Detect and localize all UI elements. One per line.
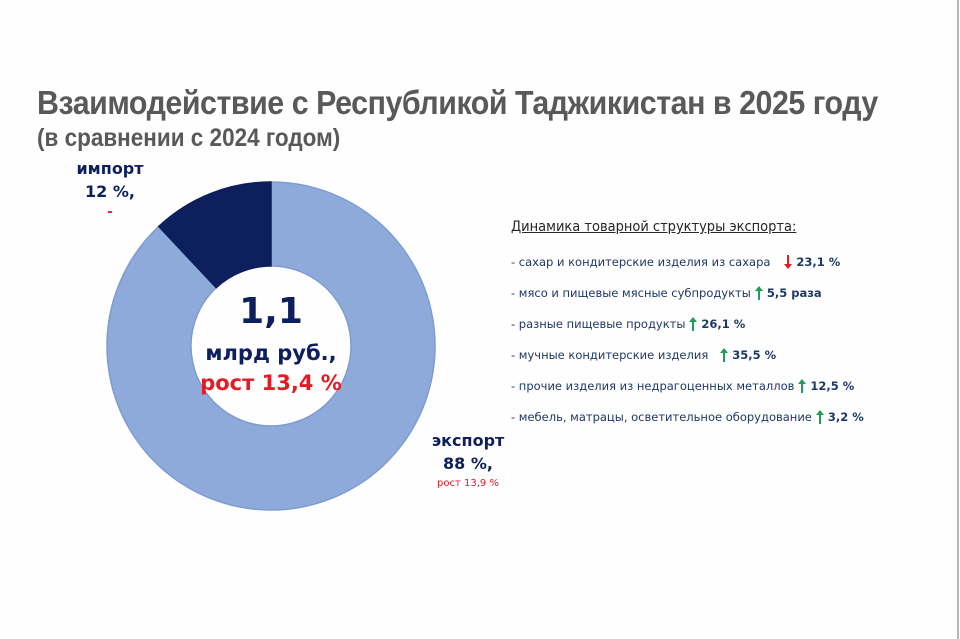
export-label: экспорт 88 %, рост 13,9 % (418, 430, 518, 492)
arrow-up-icon (720, 347, 729, 363)
total-value: 1,1 (239, 291, 303, 332)
item-value: 12,5 % (810, 378, 855, 393)
export-dynamics-title: Динамика товарной структуры экспорта: (511, 219, 797, 235)
arrow-up-icon (798, 378, 807, 394)
import-name: импорт (76, 159, 144, 178)
export-change: рост 13,9 % (437, 478, 499, 489)
export-name: экспорт (431, 431, 505, 450)
item-value: 23,1 % (796, 254, 841, 269)
total-growth: рост 13,4 % (200, 371, 342, 395)
item-text: - мебель, матрацы, осветительное оборудо… (511, 409, 812, 424)
total-unit: млрд руб., (205, 341, 337, 365)
item-text: - мясо и пищевые мясные субпродукты (511, 285, 751, 300)
chart-subtitle: (в сравнении с 2024 годом) (37, 124, 341, 152)
arrow-up-icon (754, 285, 763, 301)
list-item: - прочие изделия из недрагоценных металл… (511, 370, 864, 401)
arrow-up-icon (815, 409, 824, 425)
donut-slice-import (157, 181, 272, 289)
item-text: - прочие изделия из недрагоценных металл… (511, 378, 795, 393)
item-text: - разные пищевые продукты (511, 316, 686, 331)
export-share: 88 %, (443, 454, 493, 473)
item-value: 5,5 раза (766, 285, 822, 300)
item-text: - сахар и кондитерские изделия из сахара (511, 254, 771, 269)
import-share: 12 %, (85, 182, 135, 201)
item-value: 26,1 % (701, 316, 746, 331)
import-label: импорт 12 %, - (68, 158, 152, 222)
slide-edge-line (957, 0, 959, 639)
list-item: - сахар и кондитерские изделия из сахара… (511, 246, 864, 277)
list-item: - мебель, матрацы, осветительное оборудо… (511, 401, 864, 432)
item-value: 3,2 % (827, 409, 864, 424)
list-item: - разные пищевые продукты 26,1 % (511, 308, 864, 339)
export-dynamics-list: - сахар и кондитерские изделия из сахара… (511, 246, 864, 432)
import-change: - (107, 205, 113, 220)
chart-title: Взаимодействие с Республикой Таджикистан… (37, 84, 878, 121)
list-item: - мучные кондитерские изделия 35,5 % (511, 339, 864, 370)
list-item: - мясо и пищевые мясные субпродукты 5,5 р… (511, 277, 864, 308)
arrow-down-icon (784, 254, 793, 270)
donut-center-label: 1,1 млрд руб., рост 13,4 % (191, 290, 351, 398)
item-value: 35,5 % (732, 347, 777, 362)
donut-slice-export (106, 181, 436, 511)
arrow-up-icon (689, 316, 698, 332)
item-text: - мучные кондитерские изделия (511, 347, 709, 362)
